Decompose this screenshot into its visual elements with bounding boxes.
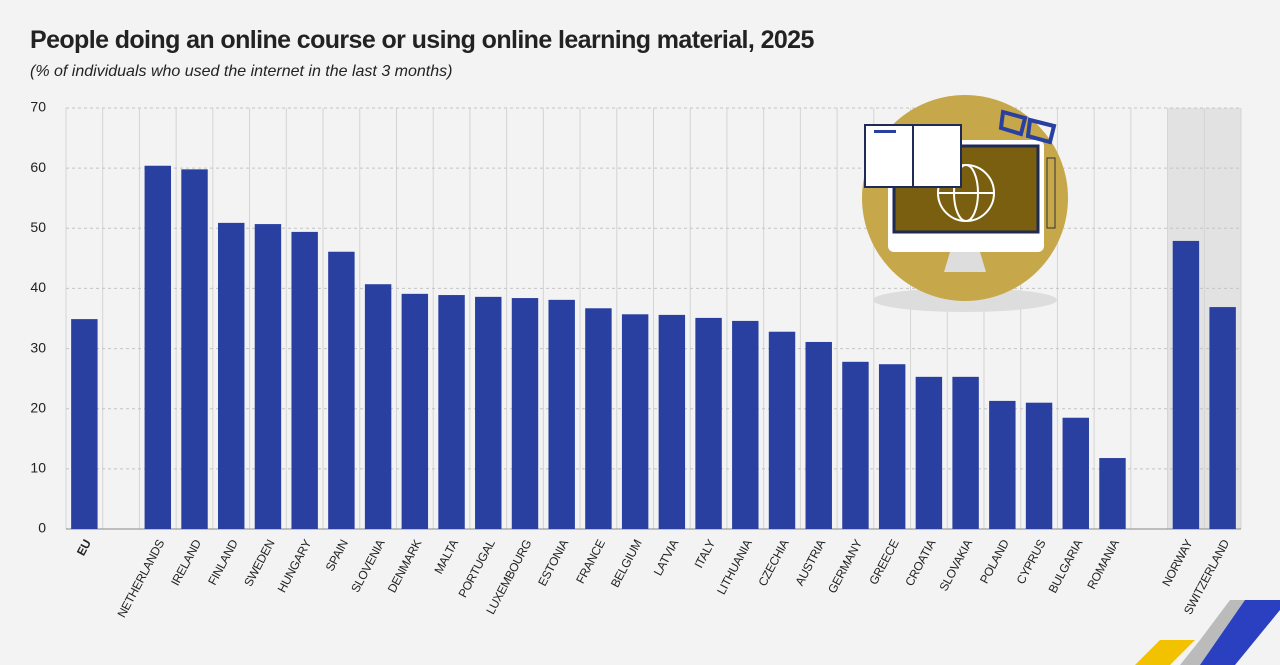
x-tick-label: ESTONIA (535, 537, 571, 588)
bar (732, 320, 759, 529)
x-tick-label: AUSTRIA (792, 537, 828, 588)
logo-shape (1200, 600, 1280, 665)
x-tick-label: NORWAY (1159, 537, 1195, 589)
y-tick-label: 30 (30, 339, 46, 355)
x-tick-label: IRELAND (168, 537, 204, 588)
bar (1025, 402, 1053, 529)
x-tick-label: DENMARK (385, 537, 425, 595)
x-tick-label: CROATIA (902, 537, 938, 588)
bar (401, 293, 429, 529)
x-tick-label: GREECE (866, 537, 901, 587)
bar (328, 251, 355, 529)
x-tick-label: NETHERLANDS (114, 537, 167, 620)
bar (254, 224, 282, 529)
bar (878, 364, 906, 529)
x-tick-label: BELGIUM (608, 537, 645, 590)
bar (989, 400, 1016, 529)
y-tick-label: 40 (30, 279, 46, 295)
bar (181, 169, 208, 530)
x-tick-label: POLAND (977, 537, 1012, 586)
bar (585, 308, 612, 529)
bar (511, 298, 539, 529)
bar (695, 317, 722, 529)
x-tick-label: MALTA (431, 537, 461, 576)
y-tick-label: 50 (30, 219, 46, 235)
book (874, 130, 896, 133)
bar (1062, 417, 1089, 529)
x-tick-label: PORTUGAL (456, 537, 498, 600)
bar (658, 314, 686, 529)
logo-shape (1135, 640, 1195, 665)
chart-title: People doing an online course or using o… (30, 26, 814, 54)
bar (144, 165, 172, 530)
bar (1209, 307, 1236, 529)
x-tick-label: BULGARIA (1045, 537, 1085, 595)
x-tick-label: ROMANIA (1084, 537, 1122, 591)
x-tick-label: GERMANY (825, 537, 865, 596)
x-tick-label: CYPRUS (1013, 537, 1048, 586)
bar (218, 222, 245, 529)
bar (842, 361, 869, 529)
x-tick-label: FRANCE (573, 537, 608, 586)
bar (438, 295, 465, 529)
y-tick-label: 20 (30, 399, 46, 415)
bar (768, 331, 796, 529)
bar (475, 296, 502, 529)
x-tick-label: ITALY (692, 537, 719, 570)
bar (805, 341, 832, 529)
bar (952, 376, 979, 529)
bar (1099, 458, 1126, 529)
x-tick-label: CZECHIA (755, 537, 791, 588)
bar (1172, 240, 1200, 529)
stand (944, 252, 986, 272)
bar (915, 376, 943, 529)
bar (291, 231, 318, 529)
x-tick-label: SPAIN (323, 537, 351, 573)
bar (364, 284, 392, 529)
logo-shape (1180, 600, 1250, 665)
y-tick-label: 10 (30, 460, 46, 476)
y-tick-label: 70 (30, 99, 46, 115)
x-tick-label: FINLAND (205, 537, 241, 588)
glasses (998, 109, 1057, 145)
logo (1135, 600, 1280, 665)
x-tick-label: EU (74, 537, 94, 558)
bar (548, 299, 575, 529)
chart-subtitle: (% of individuals who used the internet … (30, 63, 452, 80)
y-tick-label: 60 (30, 159, 46, 175)
x-tick-label: SWEDEN (241, 537, 277, 588)
y-tick-label: 0 (38, 520, 46, 536)
x-tick-label: SLOVAKIA (936, 537, 975, 593)
x-tick-label: SLOVENIA (348, 537, 388, 595)
x-tick-label: HUNGARY (275, 537, 315, 595)
x-tick-label: LATVIA (651, 537, 682, 578)
illustration (862, 95, 1068, 312)
bar (71, 319, 98, 529)
x-tick-label: LITHUANIA (714, 537, 755, 597)
pencil (1046, 157, 1056, 229)
bar (621, 314, 649, 529)
